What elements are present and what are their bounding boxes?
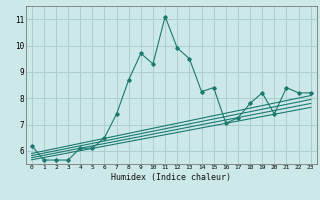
X-axis label: Humidex (Indice chaleur): Humidex (Indice chaleur) — [111, 173, 231, 182]
